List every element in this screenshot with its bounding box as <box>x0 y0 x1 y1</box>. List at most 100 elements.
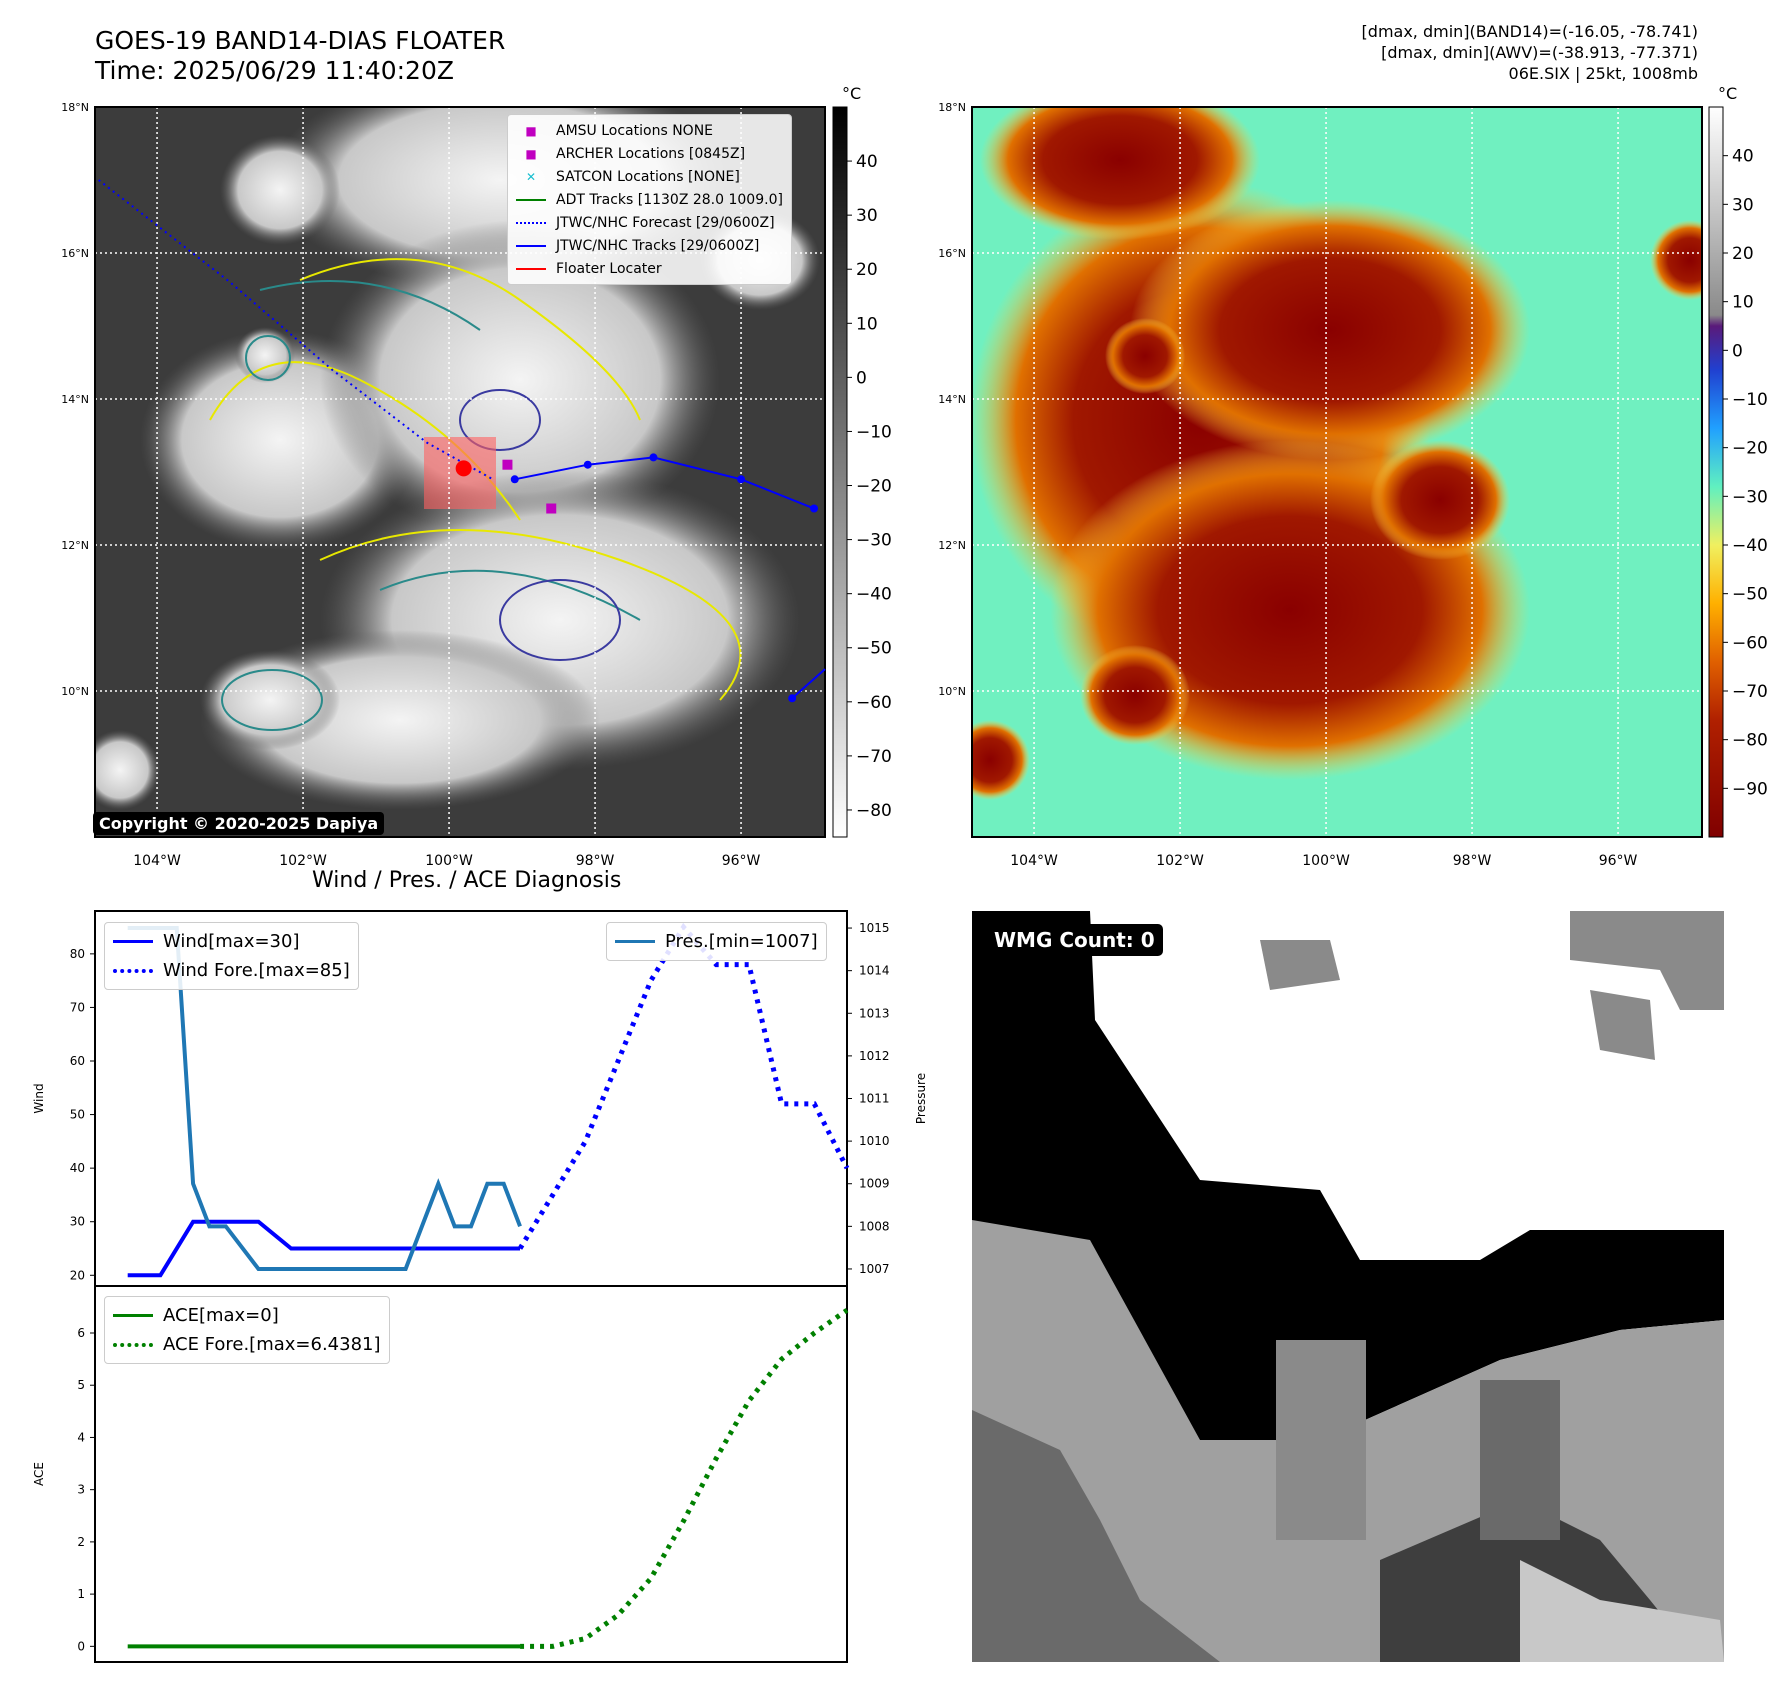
legend-item-archer: ■ ARCHER Locations [0845Z] <box>516 142 783 165</box>
colorbar <box>832 106 848 838</box>
colorbar-tick-label: −80 <box>856 801 892 821</box>
lon-tick-label: 102°W <box>1156 853 1204 869</box>
wmg-count-badge: WMG Count: 0 <box>986 924 1163 956</box>
series-line <box>520 1308 849 1649</box>
cloud-field-color <box>972 107 1702 800</box>
y-axis-label: Wind <box>32 1083 46 1113</box>
diagnosis-title: Wind / Pres. / ACE Diagnosis <box>312 868 622 893</box>
colorbar-tick-label: 40 <box>856 152 878 172</box>
legend-label: ACE Fore.[max=6.4381] <box>163 1334 381 1355</box>
y2-tick-label: 1008 <box>859 1219 890 1233</box>
colorbar-tick-label: −40 <box>1732 536 1768 556</box>
lat-tick-label: 16°N <box>938 247 966 260</box>
y2-axis-label: Pressure <box>914 1073 928 1124</box>
legend-label: JTWC/NHC Forecast [29/0600Z] <box>556 214 775 231</box>
second-track-line <box>791 668 826 700</box>
line-swatch-icon <box>516 198 546 201</box>
map-legend: ■ AMSU Locations NONE ■ ARCHER Locations [… <box>507 114 792 285</box>
colorbar-tick-label: 40 <box>1732 147 1754 167</box>
lon-tick-label: 96°W <box>722 853 761 869</box>
series-line <box>127 1219 521 1278</box>
lon-tick-label: 100°W <box>1302 853 1350 869</box>
colorbar-tick-label: −30 <box>1732 487 1768 507</box>
legend-item-floater: Floater Locater <box>516 257 783 280</box>
figure-title: GOES-19 BAND14-DIAS FLOATER <box>95 26 506 55</box>
legend-label: Floater Locater <box>556 260 662 277</box>
y2-tick-label: 1015 <box>859 921 890 935</box>
legend-item-amsu: ■ AMSU Locations NONE <box>516 119 783 142</box>
line-swatch-icon <box>516 267 546 270</box>
y-tick-label: 1 <box>77 1587 85 1601</box>
y-tick-label: 30 <box>70 1215 85 1229</box>
colorbar-tick-label: 10 <box>856 314 878 334</box>
legend-item-wind: Wind[max=30] <box>113 927 350 956</box>
legend-label: ACE[max=0] <box>163 1305 279 1326</box>
y-tick-label: 6 <box>77 1326 85 1340</box>
legend-label: Wind[max=30] <box>163 931 300 952</box>
y2-tick-label: 1013 <box>859 1006 890 1020</box>
lat-tick-label: 12°N <box>61 539 89 552</box>
lat-tick-label: 16°N <box>61 247 89 260</box>
y2-tick-label: 1009 <box>859 1177 890 1191</box>
y2-tick-label: 1014 <box>859 964 890 978</box>
wind-legend: Wind[max=30] Wind Fore.[max=85] <box>104 922 359 990</box>
track-point <box>649 453 658 462</box>
track-point <box>810 504 819 513</box>
y2-tick-label: 1012 <box>859 1049 890 1063</box>
legend-item-adt: ADT Tracks [1130Z 28.0 1009.0] <box>516 188 783 211</box>
colorbar-tick-label: −60 <box>1732 633 1768 653</box>
line-dot-swatch-icon <box>516 244 546 247</box>
square-marker-icon: ■ <box>525 146 537 161</box>
colorbar-tick-label: 20 <box>1732 244 1754 264</box>
legend-item-pres: Pres.[min=1007] <box>615 927 818 956</box>
lon-tick-label: 98°W <box>576 853 615 869</box>
colorbar-tick-label: −70 <box>1732 682 1768 702</box>
colorbar-tick-label: −60 <box>856 693 892 713</box>
colorbar-tick-label: −10 <box>856 422 892 442</box>
colorbar-tick-label: −20 <box>856 477 892 497</box>
y-tick-label: 50 <box>70 1108 85 1122</box>
copyright-badge: Copyright © 2020-2025 Dapiya <box>93 812 385 835</box>
dotted-line-swatch-icon <box>516 221 546 224</box>
lat-tick-label: 10°N <box>61 685 89 698</box>
y-tick-label: 4 <box>77 1430 85 1444</box>
colorbar-tick-label: −50 <box>1732 585 1768 605</box>
map-frame <box>94 106 826 838</box>
colorbar-tick-label: −30 <box>856 531 892 551</box>
storm-info: 06E.SIX | 25kt, 1008mb <box>1508 64 1698 83</box>
y2-tick-label: 1007 <box>859 1262 890 1276</box>
pressure-legend: Pres.[min=1007] <box>606 922 827 961</box>
colorbar-right-unit: °C <box>1718 84 1738 103</box>
dotted-line-swatch-icon <box>113 1342 153 1347</box>
band14-range: [dmax, dmin](BAND14)=(-16.05, -78.741) <box>1361 22 1698 41</box>
legend-item-ace: ACE[max=0] <box>113 1301 381 1330</box>
lon-tick-label: 98°W <box>1453 853 1492 869</box>
y-tick-label: 60 <box>70 1054 85 1068</box>
colorbar-tick-label: 0 <box>1732 341 1743 361</box>
legend-item-satcon: ✕ SATCON Locations [NONE] <box>516 165 783 188</box>
colorbar-tick-label: 30 <box>1732 195 1754 215</box>
dotted-line-swatch-icon <box>113 968 153 973</box>
y-tick-label: 80 <box>70 947 85 961</box>
floater-locater-marker <box>455 460 472 477</box>
map-frame <box>971 106 1703 838</box>
lon-tick-label: 104°W <box>133 853 181 869</box>
archer-location-marker <box>546 503 557 514</box>
line-swatch-icon <box>615 940 655 943</box>
legend-label: SATCON Locations [NONE] <box>556 168 740 185</box>
archer-location-marker <box>502 459 513 470</box>
y-tick-label: 3 <box>77 1483 85 1497</box>
lat-tick-label: 18°N <box>938 101 966 114</box>
legend-label: Pres.[min=1007] <box>665 931 818 952</box>
x-marker-icon: ✕ <box>525 169 537 184</box>
forecast-track-line <box>98 179 494 481</box>
line-swatch-icon <box>113 940 153 943</box>
lat-tick-label: 18°N <box>61 101 89 114</box>
legend-item-tracks: JTWC/NHC Tracks [29/0600Z] <box>516 234 783 257</box>
colorbar <box>1708 106 1724 838</box>
lon-tick-label: 102°W <box>279 853 327 869</box>
legend-item-wind-fore: Wind Fore.[max=85] <box>113 956 350 985</box>
colorbar-tick-label: −50 <box>856 639 892 659</box>
legend-item-ace-fore: ACE Fore.[max=6.4381] <box>113 1330 381 1359</box>
